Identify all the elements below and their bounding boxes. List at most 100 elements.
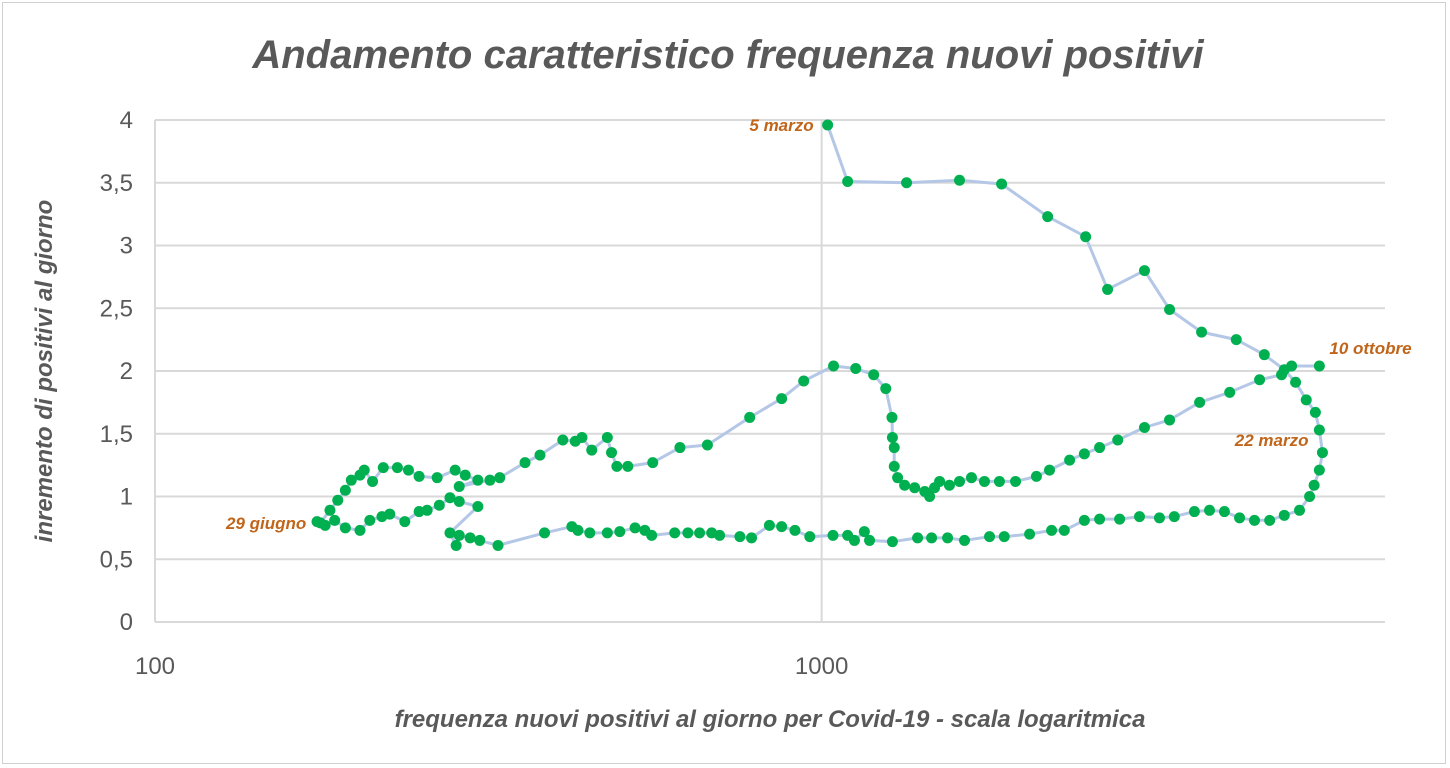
data-point [942,532,954,544]
data-point [576,432,588,444]
data-point [909,482,921,494]
data-point [1258,349,1270,361]
data-point [586,444,598,456]
data-point [399,516,411,528]
data-point [601,432,613,444]
data-point [1078,448,1090,460]
data-point [886,411,898,423]
data-point [880,383,892,395]
data-point [1188,506,1200,518]
data-point [1112,434,1124,446]
data-point [367,475,379,487]
data-point [888,442,900,454]
data-point [1276,369,1288,381]
data-point [449,464,461,476]
data-point [453,529,465,541]
data-point [1218,506,1230,518]
data-point [1313,360,1325,372]
data-point [888,460,900,472]
data-point [453,480,465,492]
series-markers [311,119,1328,551]
data-point [622,460,634,472]
data-point [864,534,876,546]
data-point [943,479,955,491]
data-point [1234,512,1246,524]
data-point [459,469,471,481]
data-point [1010,475,1022,487]
y-tick-label: 2 [120,358,133,385]
x-axis-label: frequenza nuovi positivi al giorno per C… [395,706,1146,733]
data-point [886,536,898,548]
chart-title: Andamento caratteristico frequenza nuovi… [251,33,1204,77]
y-tick-label: 4 [120,107,133,134]
data-point [1264,514,1276,526]
data-point [339,484,351,496]
data-point [376,511,388,523]
data-point [431,472,443,484]
data-point [519,457,531,469]
data-point [1138,421,1150,433]
data-point [606,447,618,459]
data-point [858,526,870,538]
data-point [629,522,641,534]
data-point [345,474,357,486]
data-point [472,501,484,513]
data-point [1204,504,1216,516]
data-point [996,178,1008,190]
data-point [1044,464,1056,476]
y-axis-ticks: 0 0,5 1 1,5 2 2,5 3 3,5 4 [100,107,133,636]
data-point [1194,396,1206,408]
data-point [1094,513,1106,525]
data-point [1064,454,1076,466]
data-point [433,499,445,511]
data-point [1168,511,1180,523]
annotations: 5 marzo 22 marzo 29 giugno 10 ottobre [225,116,1412,533]
data-point [892,472,904,484]
data-point [954,475,966,487]
data-point [789,524,801,536]
y-axis-label: inremento di positivi al giorno [31,200,58,543]
data-point [1248,514,1260,526]
data-point [763,519,775,531]
data-point [1254,374,1266,386]
data-point [822,119,834,131]
data-point [1024,528,1036,540]
data-point [934,475,946,487]
data-point [472,474,484,486]
data-point [464,532,476,544]
data-point [1030,470,1042,482]
data-point [492,539,504,551]
data-point [1080,231,1092,243]
data-point [1078,514,1090,526]
y-tick-label: 0,5 [100,546,133,573]
data-point [1286,360,1298,372]
data-point [329,514,341,526]
data-point [324,504,336,516]
data-point [1309,406,1321,418]
data-point [706,527,718,539]
data-point [828,360,840,372]
data-point [494,472,506,484]
data-point [450,539,462,551]
data-point [402,464,414,476]
data-point [993,475,1005,487]
y-tick-label: 0 [120,609,133,636]
data-point [474,534,486,546]
x-tick-label: 1000 [795,653,848,680]
data-point [647,457,659,469]
data-point [1042,211,1054,223]
data-point [354,524,366,536]
data-point [798,375,810,387]
data-point [965,472,977,484]
data-point [339,522,351,534]
data-point [1290,376,1302,388]
data-point [1164,304,1176,316]
data-point [566,521,578,533]
y-tick-label: 3,5 [100,170,133,197]
data-point [958,534,970,546]
data-point [926,532,938,544]
data-point [694,527,706,539]
y-tick-label: 3 [120,233,133,260]
